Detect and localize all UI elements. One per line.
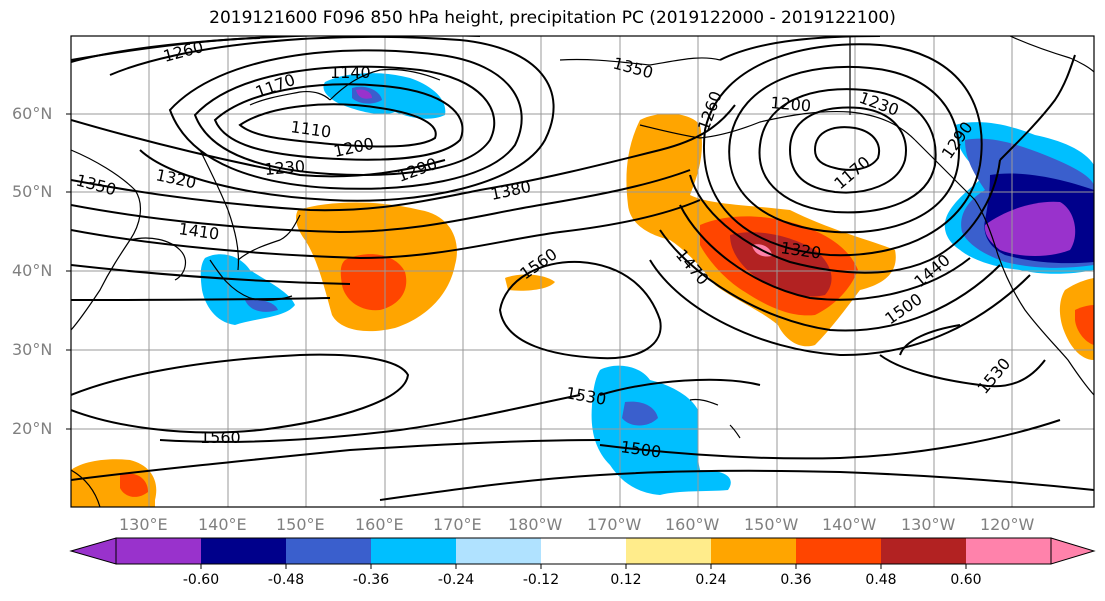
lon-label: 140°W (822, 515, 877, 534)
colorbar-bin (711, 538, 796, 564)
lat-label-20n: 20°N (12, 419, 53, 438)
lon-label: 130°W (901, 515, 956, 534)
lat-label-50n: 50°N (12, 182, 53, 201)
lat-label-30n: 30°N (12, 340, 53, 359)
colorbar-label: -0.60 (182, 572, 220, 588)
lon-label: 150°W (744, 515, 799, 534)
colorbar-label: 0.12 (610, 572, 642, 588)
colorbar-bin (626, 538, 711, 564)
lon-label: 140°E (198, 515, 247, 534)
colorbar-label: -0.12 (522, 572, 560, 588)
lon-label: 160°W (665, 515, 720, 534)
colorbar-bin (286, 538, 371, 564)
colorbar-label: 0.24 (695, 572, 727, 588)
lat-label-40n: 40°N (12, 261, 53, 280)
map-area: 1260 1170 1140 1110 1230 1200 1290 1320 … (71, 36, 1094, 507)
lon-label: 170°W (587, 515, 642, 534)
contour-label: 1230 (264, 157, 306, 179)
colorbar-extend-high (1050, 537, 1096, 565)
lon-label: 170°E (433, 515, 482, 534)
colorbar-bin (116, 538, 201, 564)
contour-label: 1560 (200, 428, 241, 447)
precip-negative-cpac (591, 365, 731, 495)
colorbar-label: -0.48 (267, 572, 305, 588)
colorbar-label: 0.48 (865, 572, 897, 588)
contour-label: 1200 (770, 93, 812, 115)
colorbar-bin (966, 538, 1051, 564)
colorbar-extend-low (69, 537, 117, 565)
colorbar-bin (881, 538, 966, 564)
lon-label: 180°W (508, 515, 563, 534)
lat-label-60n: 60°N (12, 104, 53, 123)
contour-label: 1140 (330, 63, 371, 82)
lon-label: 150°E (276, 515, 325, 534)
lon-label: 130°E (119, 515, 168, 534)
lon-label: 120°W (980, 515, 1035, 534)
gridlines (71, 36, 1094, 507)
colorbar (69, 537, 1096, 569)
map-title: 2019121600 F096 850 hPa height, precipit… (209, 8, 896, 28)
colorbar-bin (796, 538, 881, 564)
colorbar-label: -0.24 (437, 572, 475, 588)
colorbar-bin (201, 538, 286, 564)
colorbar-label: -0.36 (352, 572, 390, 588)
colorbar-label: 0.60 (950, 572, 982, 588)
colorbar-bin (456, 538, 541, 564)
colorbar-bin (371, 538, 456, 564)
colorbar-bin (541, 538, 626, 564)
lon-label: 160°E (355, 515, 404, 534)
colorbar-label: 0.36 (780, 572, 812, 588)
